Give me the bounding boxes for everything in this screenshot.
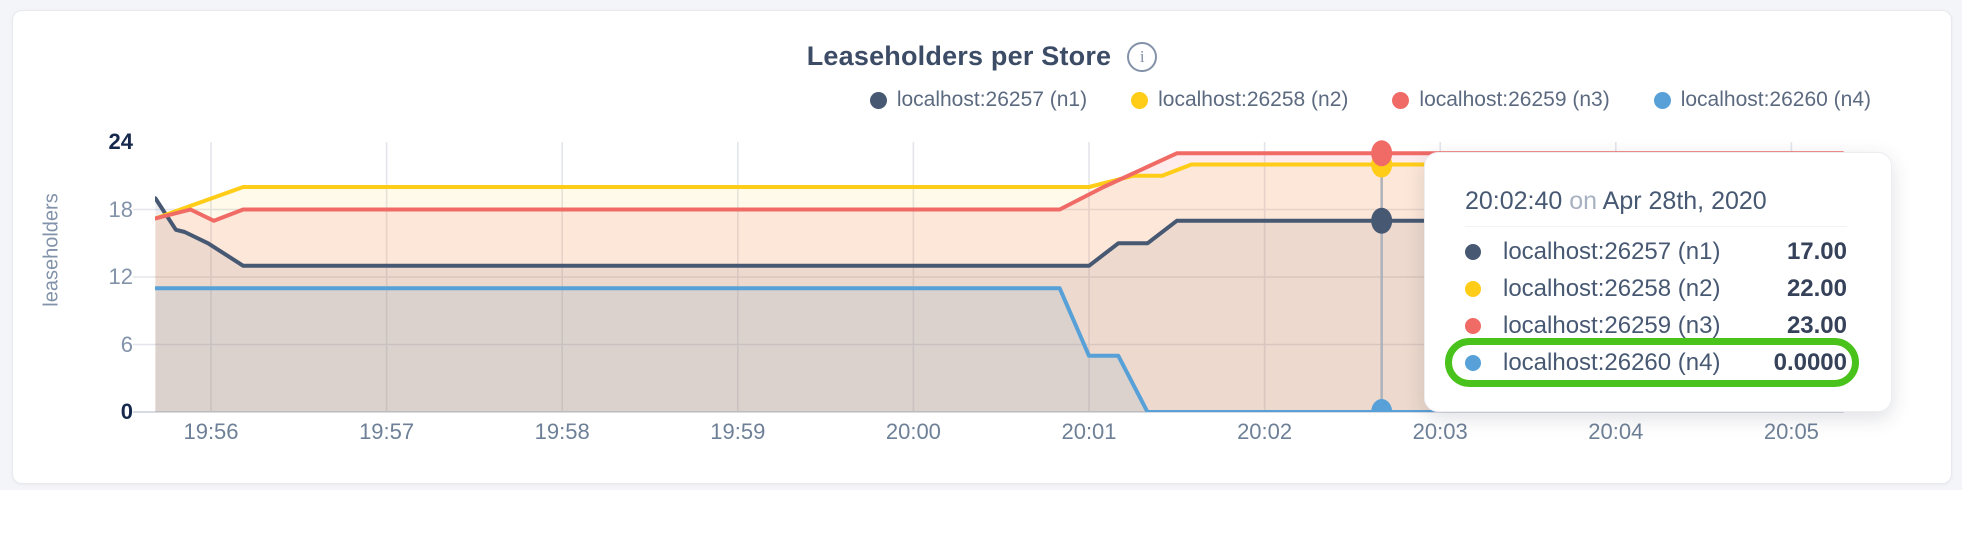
tooltip-row-name: localhost:26257 (n1) xyxy=(1503,237,1721,265)
area-fill-n3 xyxy=(155,153,1844,412)
tooltip-rows: localhost:26257 (n1) 17.00 localhost:26258… xyxy=(1445,233,1859,387)
page-title: Leaseholders per Store xyxy=(806,41,1112,71)
tooltip-row-n4: localhost:26260 (n4) 0.0000 xyxy=(1445,338,1859,387)
hover-dot-n1 xyxy=(1371,207,1393,234)
area-fill-n1 xyxy=(155,198,1844,412)
tooltip-row-name: localhost:26259 (n3) xyxy=(1503,311,1721,339)
tooltip-row-dot-icon xyxy=(1465,354,1481,371)
hover-tooltip: 20:02:40 on Apr 28th, 2020 localhost:262… xyxy=(1424,152,1892,412)
x-tick-label: 20:00 xyxy=(885,419,941,444)
x-tick-label: 19:57 xyxy=(359,419,415,444)
y-tick-label: 6 xyxy=(120,331,133,357)
tooltip-row-name: localhost:26258 (n2) xyxy=(1503,274,1721,302)
tooltip-title: 20:02:40 on Apr 28th, 2020 xyxy=(1465,187,1847,227)
series-line-n2 xyxy=(155,162,1844,221)
tooltip-row-value: 23.00 xyxy=(1786,311,1847,339)
x-tick-label: 20:05 xyxy=(1763,419,1819,444)
tooltip-on: on xyxy=(1569,187,1598,215)
tooltip-row-n1: localhost:26257 (n1) 17.00 xyxy=(1465,233,1847,270)
legend-item-label: localhost:26258 (n2) xyxy=(1158,88,1349,111)
legend-dot-icon xyxy=(1653,91,1671,109)
tooltip-row-dot-icon xyxy=(1465,317,1481,334)
x-tick-label: 20:04 xyxy=(1588,419,1644,444)
tooltip-row-dot-icon xyxy=(1465,243,1481,260)
chart-header: Leaseholders per Store i xyxy=(13,41,1951,72)
legend: localhost:26257 (n1) localhost:26258 (n2)… xyxy=(869,88,1871,112)
tooltip-row-value: 22.00 xyxy=(1786,274,1847,302)
tooltip-row-n2: localhost:26258 (n2) 22.00 xyxy=(1465,270,1847,307)
tooltip-row-value: 17.00 xyxy=(1786,237,1847,265)
info-icon[interactable]: i xyxy=(1127,41,1158,72)
legend-item-n2[interactable]: localhost:26258 (n2) xyxy=(1131,88,1348,112)
x-tick-label: 19:56 xyxy=(183,419,239,444)
x-tick-label: 20:02 xyxy=(1237,419,1293,444)
tooltip-row-n3: localhost:26259 (n3) 23.00 xyxy=(1465,307,1847,344)
y-tick-label: 0 xyxy=(120,399,133,424)
y-tick-label: 12 xyxy=(108,264,133,289)
tooltip-date-text: Apr 28th, 2020 xyxy=(1602,187,1767,215)
area-fill-n4 xyxy=(155,288,1844,412)
legend-item-n3[interactable]: localhost:26259 (n3) xyxy=(1392,88,1610,112)
x-tick-label: 20:03 xyxy=(1412,419,1468,444)
tooltip-row-dot-icon xyxy=(1465,280,1481,297)
y-tick-label: 18 xyxy=(108,196,133,222)
tooltip-time: 20:02:40 xyxy=(1465,187,1563,215)
series-line-n3 xyxy=(155,151,1844,223)
hover-dot-n3 xyxy=(1371,140,1393,167)
hover-dots xyxy=(1371,140,1393,412)
y-axis-label: leaseholders xyxy=(40,193,63,307)
series-line-n4 xyxy=(155,286,1844,412)
legend-item-label: localhost:26259 (n3) xyxy=(1419,88,1610,111)
tooltip-row-name: localhost:26260 (n4) xyxy=(1503,348,1721,376)
hover-dot-n4 xyxy=(1371,399,1393,412)
legend-dot-icon xyxy=(1131,91,1149,109)
legend-dot-icon xyxy=(1392,91,1410,109)
legend-item-n4[interactable]: localhost:26260 (n4) xyxy=(1653,88,1871,112)
tooltip-row-value: 0.0000 xyxy=(1773,348,1847,376)
legend-dot-icon xyxy=(869,91,887,109)
series-plots xyxy=(155,151,1844,412)
y-tick-label: 24 xyxy=(108,129,133,154)
x-tick-label: 20:01 xyxy=(1061,419,1117,444)
series-line-n1 xyxy=(155,196,1844,268)
legend-item-n1[interactable]: localhost:26257 (n1) xyxy=(869,88,1088,112)
legend-item-label: localhost:26257 (n1) xyxy=(896,88,1088,111)
x-tick-label: 19:59 xyxy=(710,419,766,444)
x-tick-label: 19:58 xyxy=(534,419,590,444)
legend-item-label: localhost:26260 (n4) xyxy=(1680,88,1871,111)
